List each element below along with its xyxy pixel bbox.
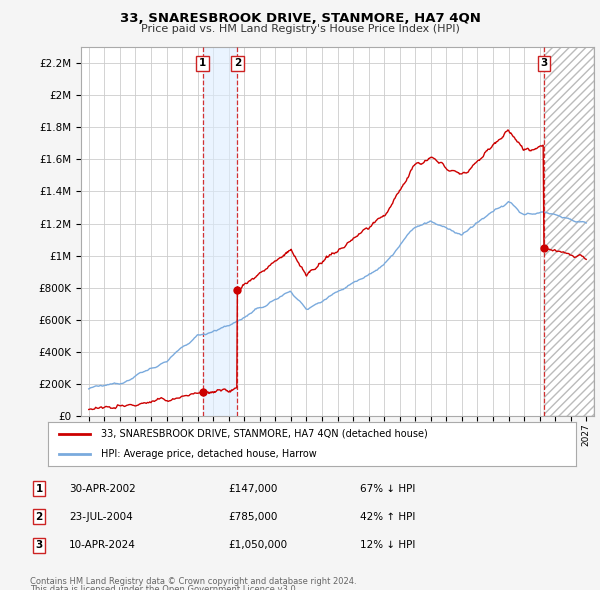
Text: 1: 1 (35, 484, 43, 493)
Text: 2: 2 (35, 512, 43, 522)
Text: 10-APR-2024: 10-APR-2024 (69, 540, 136, 550)
Text: £1,050,000: £1,050,000 (228, 540, 287, 550)
Text: 30-APR-2002: 30-APR-2002 (69, 484, 136, 493)
Text: 1: 1 (199, 58, 206, 68)
Text: £147,000: £147,000 (228, 484, 277, 493)
Text: 67% ↓ HPI: 67% ↓ HPI (360, 484, 415, 493)
Text: HPI: Average price, detached house, Harrow: HPI: Average price, detached house, Harr… (101, 449, 317, 459)
Bar (203, 47, 238, 416)
Text: 33, SNARESBROOK DRIVE, STANMORE, HA7 4QN (detached house): 33, SNARESBROOK DRIVE, STANMORE, HA7 4QN… (101, 429, 428, 439)
Text: 42% ↑ HPI: 42% ↑ HPI (360, 512, 415, 522)
Text: 3: 3 (35, 540, 43, 550)
Text: This data is licensed under the Open Government Licence v3.0.: This data is licensed under the Open Gov… (30, 585, 298, 590)
Text: Price paid vs. HM Land Registry's House Price Index (HPI): Price paid vs. HM Land Registry's House … (140, 24, 460, 34)
Bar (544, 47, 594, 416)
Text: Contains HM Land Registry data © Crown copyright and database right 2024.: Contains HM Land Registry data © Crown c… (30, 577, 356, 586)
Text: 33, SNARESBROOK DRIVE, STANMORE, HA7 4QN: 33, SNARESBROOK DRIVE, STANMORE, HA7 4QN (119, 12, 481, 25)
Text: 2: 2 (234, 58, 241, 68)
Text: 12% ↓ HPI: 12% ↓ HPI (360, 540, 415, 550)
Text: £785,000: £785,000 (228, 512, 277, 522)
Text: 23-JUL-2004: 23-JUL-2004 (69, 512, 133, 522)
Text: 3: 3 (541, 58, 548, 68)
Bar (544, 47, 594, 416)
